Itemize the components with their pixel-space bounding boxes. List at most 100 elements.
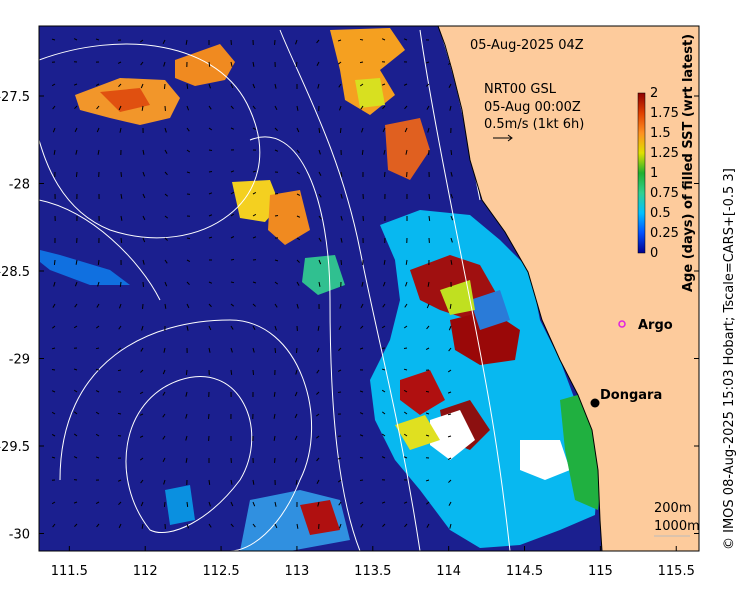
- x-tick-label: 114: [436, 564, 461, 579]
- current-vector: [142, 193, 146, 199]
- current-vector: [383, 171, 386, 177]
- argo-label: Argo: [638, 318, 673, 333]
- current-vector: [450, 237, 453, 243]
- current-vector: [230, 523, 234, 528]
- current-vector: [53, 281, 56, 287]
- current-vector: [296, 281, 300, 286]
- current-vector: [51, 501, 56, 505]
- current-vector: [359, 501, 364, 505]
- current-vector: [318, 149, 321, 155]
- current-vector: [404, 303, 408, 308]
- current-vector: [381, 368, 386, 371]
- current-vector: [139, 391, 144, 395]
- current-vector: [230, 105, 234, 110]
- current-vector: [73, 501, 78, 504]
- current-vector: [403, 456, 408, 459]
- current-vector: [361, 149, 364, 155]
- y-tick-label: -28: [9, 178, 30, 193]
- current-vector: [448, 347, 452, 352]
- dongara-marker: [590, 398, 600, 408]
- current-vector: [164, 303, 167, 309]
- current-vector: [163, 61, 166, 67]
- current-vector: [208, 149, 213, 152]
- current-vector: [448, 479, 452, 483]
- current-vector: [142, 171, 146, 177]
- current-vector: [52, 127, 56, 133]
- current-vector: [316, 39, 320, 44]
- current-vector: [317, 83, 320, 89]
- current-vector: [318, 127, 321, 133]
- current-vector: [95, 433, 100, 437]
- current-vector: [274, 347, 277, 353]
- current-vector: [164, 149, 168, 154]
- current-vector: [95, 501, 100, 504]
- current-vector: [208, 501, 211, 507]
- colorbar-tick-label: 2: [650, 86, 658, 101]
- current-vector: [425, 347, 430, 350]
- current-vector: [425, 390, 430, 393]
- current-vector: [340, 237, 343, 243]
- current-vector: [186, 105, 190, 111]
- current-vector: [185, 39, 188, 45]
- current-vector: [164, 215, 169, 219]
- current-vector: [405, 149, 408, 155]
- current-vector: [359, 38, 364, 41]
- current-vector: [95, 411, 100, 415]
- current-vector: [317, 325, 320, 331]
- current-vector: [381, 433, 386, 437]
- current-vector: [381, 456, 386, 459]
- current-vector: [449, 105, 452, 111]
- current-vector: [447, 457, 452, 460]
- current-vector: [274, 149, 279, 152]
- current-vector: [97, 259, 100, 265]
- current-vector: [186, 127, 190, 132]
- current-vector: [404, 127, 408, 133]
- current-vector: [296, 523, 299, 529]
- x-tick-label: 111.5: [51, 564, 88, 579]
- current-vector: [208, 192, 213, 195]
- current-vector: [164, 281, 168, 287]
- argo-marker: [618, 320, 626, 328]
- current-vector: [337, 39, 342, 42]
- current-vector: [73, 368, 78, 371]
- current-vector: [185, 435, 188, 441]
- current-vector: [296, 171, 301, 175]
- current-vector: [118, 105, 122, 111]
- current-vector: [359, 390, 364, 393]
- current-vector: [273, 391, 276, 397]
- current-datetime: 05-Aug 00:00Z: [484, 100, 581, 115]
- current-vector: [117, 61, 122, 64]
- current-vector: [141, 325, 144, 331]
- current-vector: [139, 457, 144, 461]
- current-vector: [163, 501, 166, 507]
- current-vector: [120, 193, 123, 199]
- colorbar-tick-label: 0: [650, 246, 658, 261]
- current-vector: [316, 347, 320, 353]
- current-vector: [252, 347, 255, 353]
- current-vector: [359, 61, 364, 64]
- sst-age-patches: [40, 28, 605, 551]
- current-vector: [230, 479, 233, 485]
- current-vector: [382, 281, 386, 287]
- current-vector: [51, 390, 56, 393]
- current-vector: [185, 457, 188, 463]
- current-vector: [274, 105, 278, 111]
- current-vector: [162, 413, 166, 418]
- current-vector: [117, 347, 122, 351]
- current-vector: [296, 105, 299, 111]
- colorbar-tick-label: 1.25: [650, 146, 679, 161]
- current-vector: [96, 127, 100, 133]
- current-vector: [316, 457, 320, 462]
- current-vector: [185, 391, 188, 397]
- current-vector: [403, 411, 408, 415]
- current-vector: [252, 192, 257, 195]
- current-vector: [382, 127, 386, 133]
- current-vector: [252, 325, 256, 330]
- current-vector: [337, 369, 342, 372]
- current-vector: [295, 61, 298, 67]
- current-vector: [164, 127, 167, 133]
- current-vector: [447, 435, 452, 438]
- current-vector: [361, 281, 364, 287]
- current-vector: [403, 389, 408, 393]
- current-vector: [382, 523, 386, 527]
